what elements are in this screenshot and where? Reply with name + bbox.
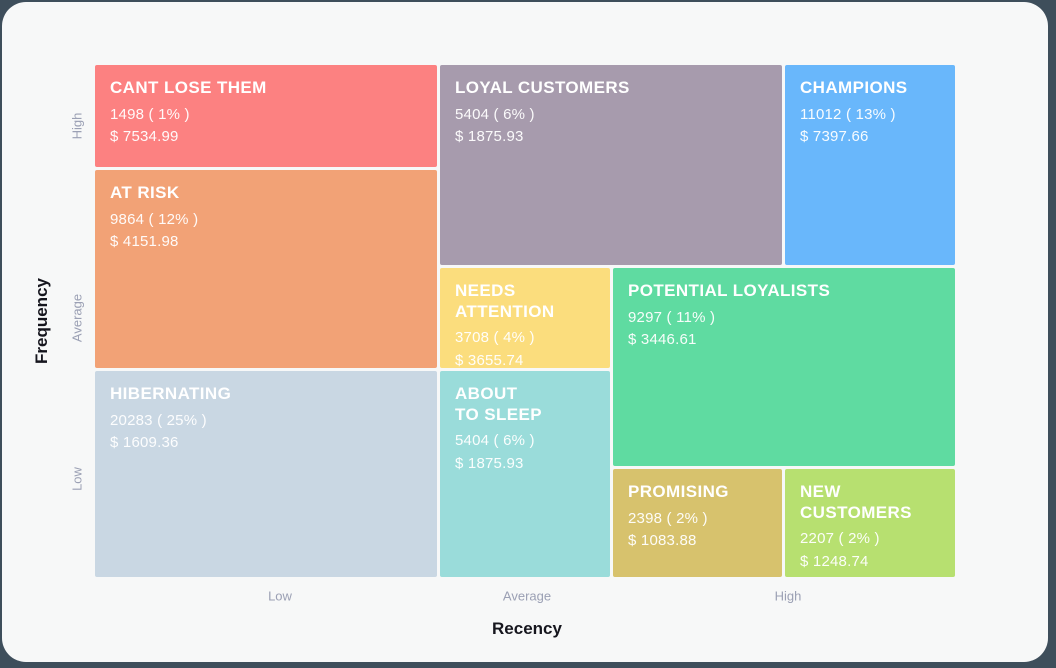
segment-title: PROMISING [628,482,729,501]
segment-count: 5404 ( 6% ) [455,105,535,123]
y-tick-average: Average [69,293,85,343]
y-axis-title: Frequency [32,278,51,364]
x-tick-low: Low [268,588,292,604]
segment-title: HIBERNATING [110,384,232,403]
segment-title: ABOUT TO SLEEP [455,384,542,424]
segment-about-to-sleep[interactable]: ABOUT TO SLEEP 5404 ( 6% ) $ 1875.93 [440,371,610,577]
x-axis-title: Recency [492,619,562,638]
segment-title: AT RISK [110,183,180,202]
segment-needs-attention[interactable]: NEEDS ATTENTION 3708 ( 4% ) $ 3655.74 [440,268,610,368]
segment-monetary: $ 1083.88 [628,532,697,550]
y-tick-high: High [69,112,85,140]
segment-count: 3708 ( 4% ) [455,329,535,347]
segment-count: 2207 ( 2% ) [800,530,880,548]
segment-title: NEEDS ATTENTION [455,281,555,321]
segment-title: CANT LOSE THEM [110,78,267,97]
rfm-segment-grid: CANT LOSE THEM 1498 ( 1% ) $ 7534.99 LOY… [95,65,955,577]
segment-monetary: $ 3446.61 [628,331,697,349]
segment-monetary: $ 1875.93 [455,128,524,146]
segment-monetary: $ 4151.98 [110,233,179,251]
segment-monetary: $ 1875.93 [455,454,524,472]
y-tick-low: Low [69,467,85,491]
segment-count: 1498 ( 1% ) [110,105,190,123]
segment-monetary: $ 1609.36 [110,434,179,452]
segment-count: 9297 ( 11% ) [628,308,716,326]
segment-count: 5404 ( 6% ) [455,432,535,450]
rfm-chart-card: Frequency High Average Low CANT LOSE THE… [2,2,1048,662]
segment-count: 11012 ( 13% ) [800,105,896,123]
segment-at-risk[interactable]: AT RISK 9864 ( 12% ) $ 4151.98 [95,170,437,368]
segment-monetary: $ 3655.74 [455,351,524,368]
segment-monetary: $ 7397.66 [800,128,869,146]
segment-title: CHAMPIONS [800,78,908,97]
segment-promising[interactable]: PROMISING 2398 ( 2% ) $ 1083.88 [613,469,782,577]
x-tick-high: High [774,588,802,604]
segment-loyal-customers[interactable]: LOYAL CUSTOMERS 5404 ( 6% ) $ 1875.93 [440,65,782,265]
segment-count: 2398 ( 2% ) [628,509,708,527]
x-tick-average: Average [502,588,552,604]
segment-count: 9864 ( 12% ) [110,210,199,228]
segment-count: 20283 ( 25% ) [110,411,207,429]
segment-hibernating[interactable]: HIBERNATING 20283 ( 25% ) $ 1609.36 [95,371,437,577]
segment-monetary: $ 1248.74 [800,552,869,570]
segment-potential-loyalists[interactable]: POTENTIAL LOYALISTS 9297 ( 11% ) $ 3446.… [613,268,955,466]
segment-title: POTENTIAL LOYALISTS [628,281,831,300]
segment-title: NEW CUSTOMERS [800,482,912,522]
segment-new-customers[interactable]: NEW CUSTOMERS 2207 ( 2% ) $ 1248.74 [785,469,955,577]
segment-monetary: $ 7534.99 [110,128,179,146]
segment-cant-lose-them[interactable]: CANT LOSE THEM 1498 ( 1% ) $ 7534.99 [95,65,437,167]
segment-champions[interactable]: CHAMPIONS 11012 ( 13% ) $ 7397.66 [785,65,955,265]
segment-title: LOYAL CUSTOMERS [455,78,630,97]
